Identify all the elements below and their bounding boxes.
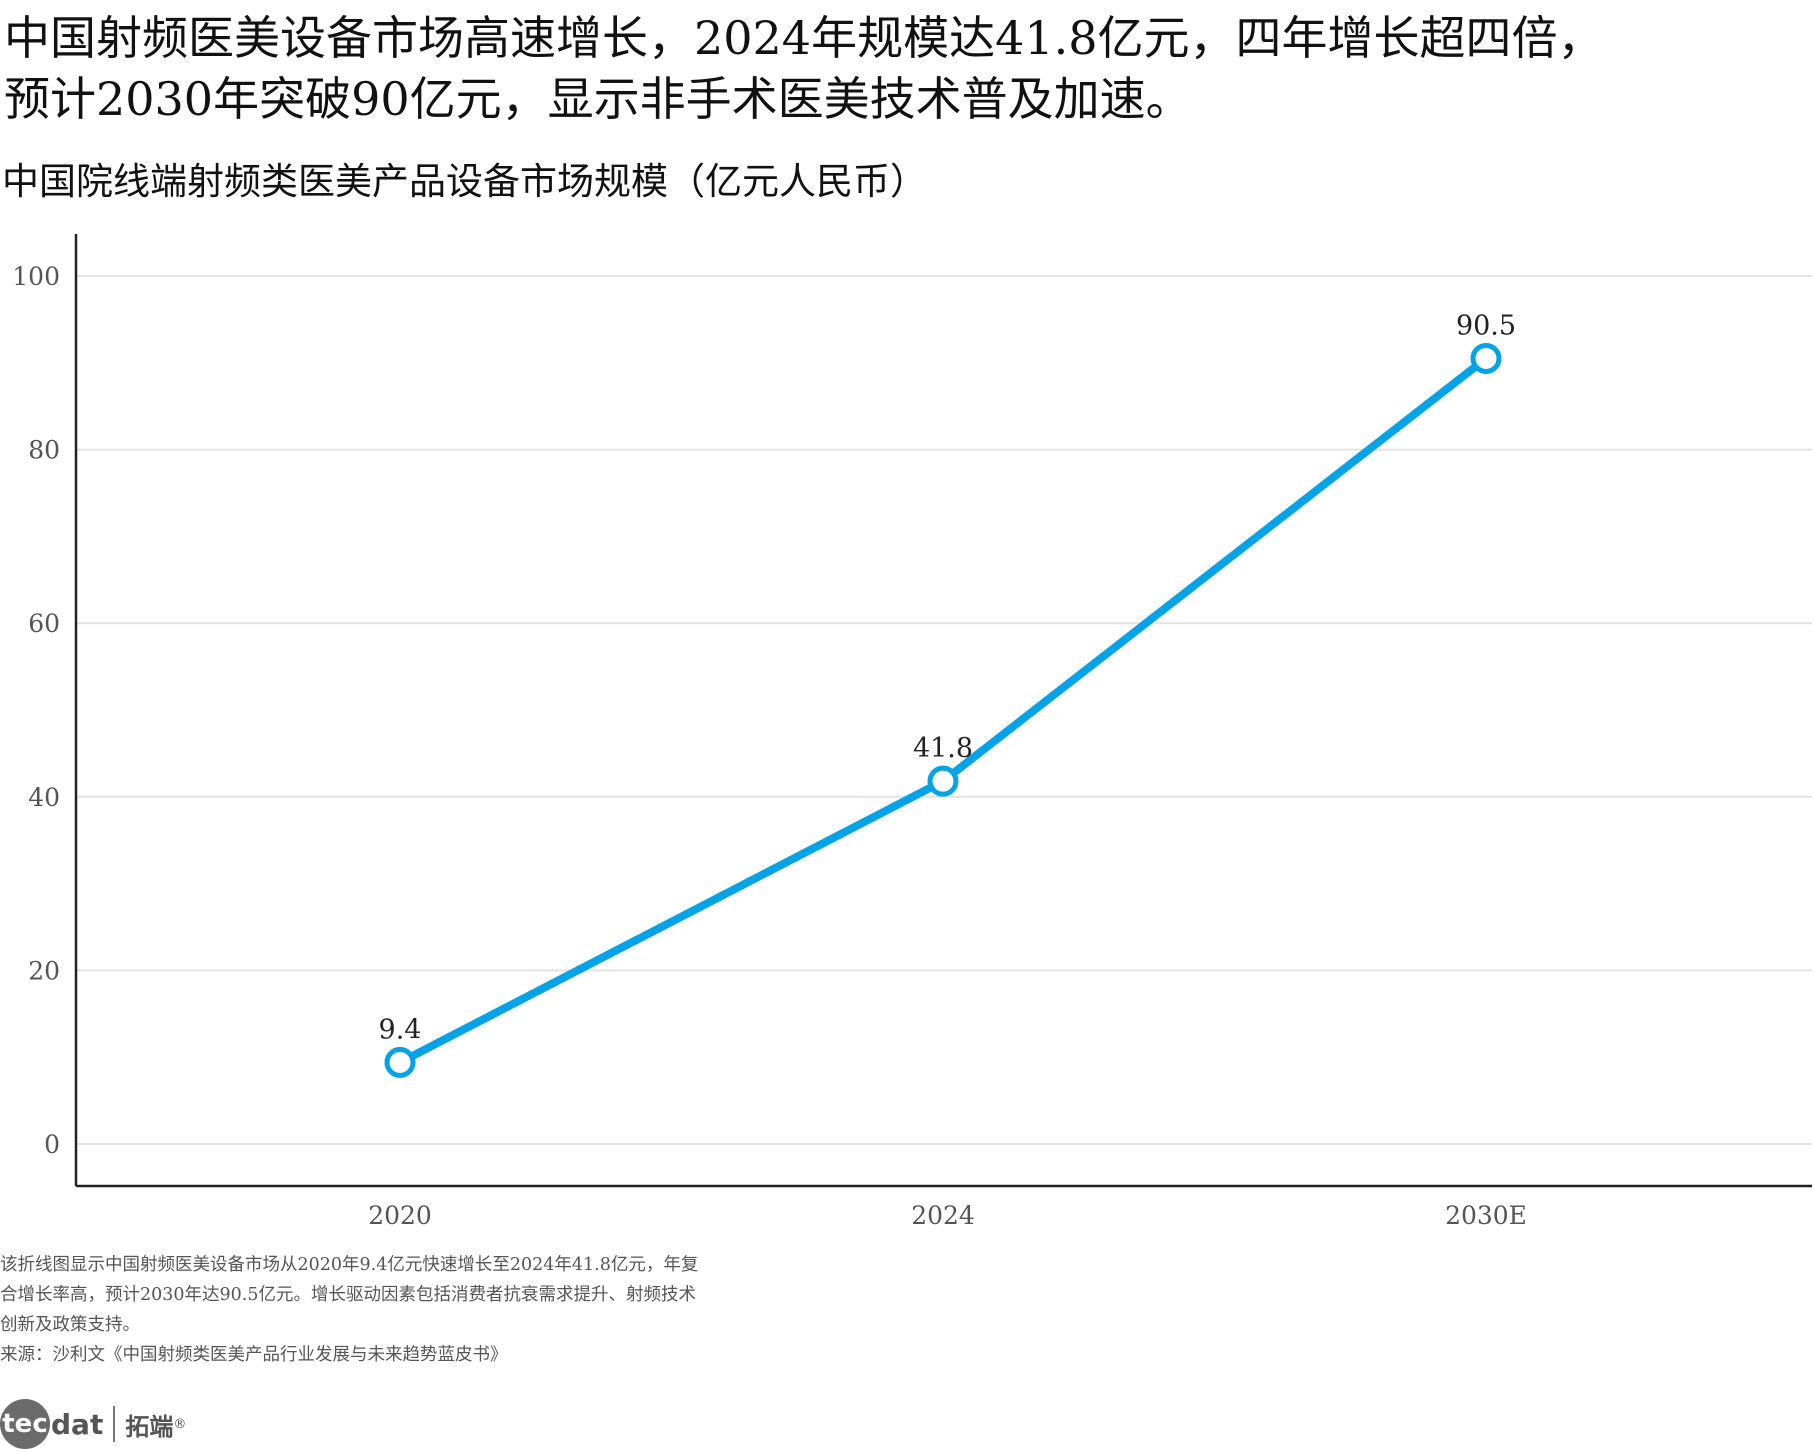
logo-text: dat (51, 1407, 104, 1441)
source-note: 来源：沙利文《中国射频类医美产品行业发展与未来趋势蓝皮书》 (0, 1345, 508, 1365)
x-tick-label-2020: 2020 (368, 1201, 432, 1230)
data-label-2020: 9.4 (379, 1014, 422, 1045)
y-tick-label-0: 0 (44, 1130, 60, 1159)
series-line (396, 354, 1490, 1067)
headline: 中国射频医美设备市场高速增长，2024年规模达41.8亿元，四年增长超四倍， 预… (4, 8, 1804, 130)
y-axis-tick-labels: 0 20 40 60 80 100 (12, 262, 60, 1159)
registered-mark: ® (173, 1416, 187, 1432)
y-tick-label-100: 100 (12, 262, 60, 291)
x-axis-tick-labels: 2020 2024 2030E (368, 1201, 1527, 1230)
data-label-2024: 41.8 (913, 733, 973, 764)
x-tick-label-2030E: 2030E (1445, 1201, 1527, 1230)
logo-circle: tec (0, 1399, 50, 1449)
line-chart: 0 20 40 60 80 100 2020 2024 2030E 9.4 41.8 90.5 (12, 234, 1812, 1230)
series-layer (384, 342, 1502, 1078)
headline-line-1: 中国射频医美设备市场高速增长，2024年规模达41.8亿元，四年增长超四倍， (4, 11, 1604, 65)
data-point-2030E (1470, 342, 1502, 374)
grid-lines (76, 275, 1812, 1145)
chart-description-text: 该折线图显示中国射频医美设备市场从2020年9.4亿元快速增长至2024年41.… (0, 1255, 699, 1335)
x-tick-label-2024: 2024 (911, 1201, 975, 1230)
data-point-2024 (927, 765, 959, 797)
chart-description: 该折线图显示中国射频医美设备市场从2020年9.4亿元快速增长至2024年41.… (0, 1250, 700, 1340)
y-tick-label-80: 80 (28, 436, 60, 465)
data-point-2020 (384, 1046, 416, 1078)
data-labels: 9.4 41.8 90.5 (379, 310, 1517, 1045)
axes (74, 234, 1812, 1188)
data-label-2030E: 90.5 (1456, 310, 1516, 341)
y-tick-label-40: 40 (28, 783, 60, 812)
chart-title: 中国院线端射频类医美产品设备市场规模（亿元人民币） (2, 160, 927, 203)
y-tick-label-20: 20 (28, 956, 60, 985)
brand-logo: tec dat 拓端 ® (0, 1396, 186, 1452)
headline-line-2: 预计2030年突破90亿元，显示非手术医美技术普及加速。 (4, 72, 1192, 126)
y-tick-label-60: 60 (28, 609, 60, 638)
brand-divider (113, 1406, 116, 1442)
tecdat-logo: tec dat (0, 1399, 103, 1449)
brand-chinese-name: 拓端 (125, 1412, 174, 1441)
